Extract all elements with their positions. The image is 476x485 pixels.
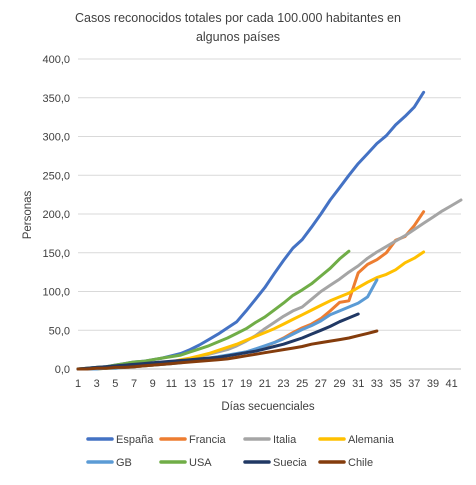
x-tick-label: 11 <box>166 378 177 390</box>
x-tick-label: 13 <box>184 378 196 390</box>
x-tick-label: 9 <box>150 378 156 390</box>
y-tick-label: 150,0 <box>42 248 70 260</box>
chart-title-line-2: algunos países <box>196 30 280 44</box>
legend-label: USA <box>189 457 212 469</box>
x-tick-label: 39 <box>427 378 439 390</box>
gridlines <box>78 58 461 331</box>
legend: España Francia Italia Alemania GB USA Suecia Ch… <box>86 434 395 469</box>
series-line-chile <box>76 329 379 371</box>
legend-label: Suecia <box>273 457 308 469</box>
x-tick-label: 1 <box>75 378 81 390</box>
legend-label: España <box>116 434 154 446</box>
legend-label: Chile <box>348 457 373 469</box>
y-tick-label: 250,0 <box>42 170 70 182</box>
y-axis-tick-labels: 0,0 50,0 100,0 150,0 200,0 250,0 300,0 350,0 400… <box>42 54 70 376</box>
x-tick-label: 5 <box>112 378 118 390</box>
x-tick-label: 29 <box>333 378 345 390</box>
x-tick-label: 23 <box>277 378 289 390</box>
x-tick-label: 3 <box>94 378 100 390</box>
y-axis-label: Personas <box>22 190 34 239</box>
x-tick-label: 35 <box>389 378 401 390</box>
x-tick-label: 17 <box>221 378 233 390</box>
y-tick-label: 300,0 <box>42 132 70 144</box>
legend-label: GB <box>116 457 132 469</box>
x-tick-label: 41 <box>446 378 458 390</box>
x-tick-label: 27 <box>315 378 327 390</box>
series-line-suecia <box>76 312 360 371</box>
x-tick-label: 31 <box>352 378 364 390</box>
x-tick-label: 25 <box>296 378 308 390</box>
x-tick-label: 15 <box>203 378 215 390</box>
x-tick-label: 7 <box>131 378 137 390</box>
series-line-españa <box>76 90 426 371</box>
series-lines <box>76 90 463 371</box>
x-tick-label: 19 <box>240 378 252 390</box>
y-tick-label: 350,0 <box>42 93 70 105</box>
y-tick-label: 400,0 <box>42 54 70 66</box>
chart-title-line-1: Casos reconocidos totales por cada 100.0… <box>75 11 401 25</box>
x-tick-label: 33 <box>371 378 383 390</box>
legend-label: Italia <box>273 434 297 446</box>
y-tick-label: 200,0 <box>42 209 70 221</box>
x-axis-label: Días secuenciales <box>221 401 315 413</box>
y-tick-label: 0,0 <box>55 364 70 376</box>
y-tick-label: 100,0 <box>42 287 70 299</box>
x-tick-label: 21 <box>259 378 271 390</box>
legend-label: Francia <box>189 434 227 446</box>
legend-label: Alemania <box>348 434 395 446</box>
y-tick-label: 50,0 <box>49 325 70 337</box>
x-axis-tick-labels: 1 3 5 7 9 11 13 15 17 19 21 23 25 27 29 31 33 35 37 39 41 <box>75 378 458 390</box>
x-tick-label: 37 <box>408 378 420 390</box>
